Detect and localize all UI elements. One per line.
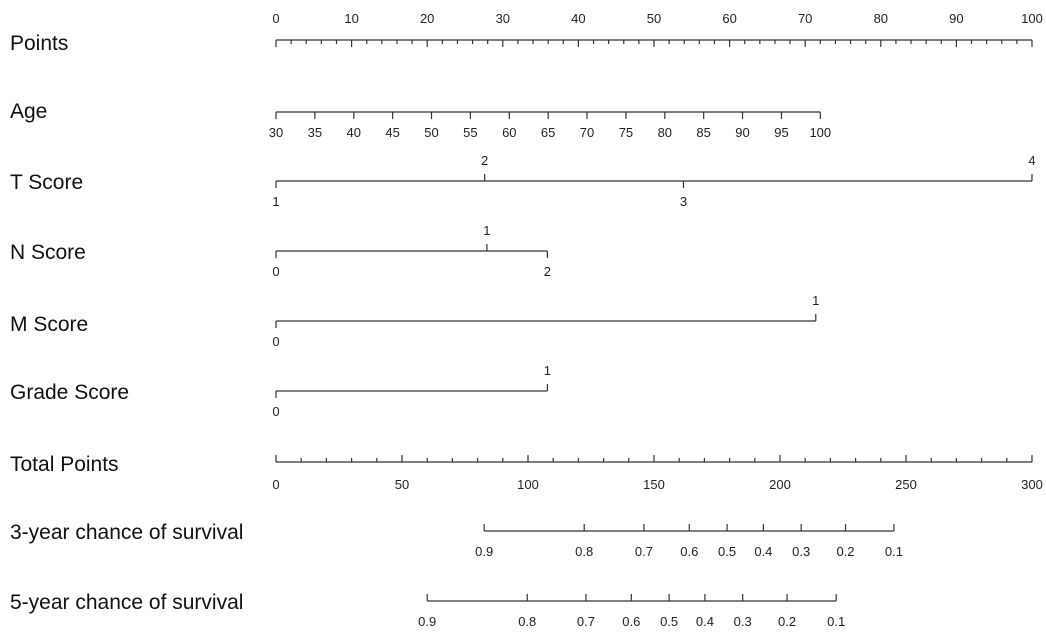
three-year-survival-tick-label-0-8: 0.8 — [575, 544, 593, 559]
age-tick-label-45: 45 — [385, 125, 399, 140]
points-tick-label-90: 90 — [949, 11, 963, 26]
three-year-survival-tick-label-0-1: 0.1 — [885, 544, 903, 559]
n-score-row-label: N Score — [10, 241, 86, 264]
m-score-tick-label-0: 0 — [272, 334, 279, 349]
points-tick-label-100: 100 — [1021, 11, 1043, 26]
total-points-tick-label-200: 200 — [769, 477, 791, 492]
five-year-survival-tick-label-0-7: 0.7 — [577, 614, 595, 629]
points-tick-label-40: 40 — [571, 11, 585, 26]
age-tick-label-60: 60 — [502, 125, 516, 140]
three-year-survival-tick-label-0-9: 0.9 — [475, 544, 493, 559]
five-year-survival-tick-label-0-8: 0.8 — [518, 614, 536, 629]
age-tick-label-35: 35 — [308, 125, 322, 140]
n-score-tick-label-0: 0 — [272, 264, 279, 279]
age-tick-label-30: 30 — [269, 125, 283, 140]
three-year-survival-tick-label-0-4: 0.4 — [754, 544, 772, 559]
three-year-survival-tick-label-0-3: 0.3 — [792, 544, 810, 559]
points-tick-label-60: 60 — [722, 11, 736, 26]
age-tick-label-55: 55 — [463, 125, 477, 140]
five-year-survival-tick-label-0-3: 0.3 — [734, 614, 752, 629]
five-year-survival-tick-label-0-9: 0.9 — [418, 614, 436, 629]
three-year-survival-tick-label-0-7: 0.7 — [635, 544, 653, 559]
points-tick-label-50: 50 — [647, 11, 661, 26]
age-tick-label-90: 90 — [735, 125, 749, 140]
age-tick-label-40: 40 — [347, 125, 361, 140]
m-score-row-label: M Score — [10, 313, 88, 336]
age-tick-label-95: 95 — [774, 125, 788, 140]
five-year-survival-tick-label-0-5: 0.5 — [660, 614, 678, 629]
five-year-survival-tick-label-0-1: 0.1 — [827, 614, 845, 629]
age-row-label: Age — [10, 100, 47, 123]
t-score-tick-label-2: 2 — [481, 153, 488, 168]
points-tick-label-30: 30 — [496, 11, 510, 26]
five-year-survival-tick-label-0-2: 0.2 — [778, 614, 796, 629]
age-tick-label-50: 50 — [424, 125, 438, 140]
points-tick-label-10: 10 — [344, 11, 358, 26]
m-score-tick-label-1: 1 — [812, 293, 819, 308]
age-tick-label-80: 80 — [658, 125, 672, 140]
points-tick-label-20: 20 — [420, 11, 434, 26]
total-points-tick-label-250: 250 — [895, 477, 917, 492]
total-points-tick-label-50: 50 — [395, 477, 409, 492]
total-points-tick-label-300: 300 — [1021, 477, 1043, 492]
total-points-row-label: Total Points — [10, 453, 119, 476]
three-year-survival-row-label: 3-year chance of survival — [10, 521, 243, 544]
age-tick-label-85: 85 — [696, 125, 710, 140]
t-score-tick-label-1: 1 — [272, 194, 279, 209]
points-tick-label-70: 70 — [798, 11, 812, 26]
grade-score-tick-label-0: 0 — [272, 404, 279, 419]
age-tick-label-75: 75 — [619, 125, 633, 140]
five-year-survival-row-label: 5-year chance of survival — [10, 591, 243, 614]
points-tick-label-0: 0 — [272, 11, 279, 26]
grade-score-tick-label-1: 1 — [544, 363, 551, 378]
n-score-tick-label-1: 1 — [483, 223, 490, 238]
total-points-tick-label-0: 0 — [272, 477, 279, 492]
points-row-label: Points — [10, 32, 68, 55]
t-score-tick-label-3: 3 — [680, 194, 687, 209]
points-tick-label-80: 80 — [874, 11, 888, 26]
three-year-survival-tick-label-0-6: 0.6 — [680, 544, 698, 559]
three-year-survival-tick-label-0-2: 0.2 — [836, 544, 854, 559]
five-year-survival-tick-label-0-4: 0.4 — [696, 614, 714, 629]
grade-score-row-label: Grade Score — [10, 381, 129, 404]
age-tick-label-70: 70 — [580, 125, 594, 140]
t-score-row-label: T Score — [10, 171, 83, 194]
t-score-tick-label-4: 4 — [1028, 153, 1035, 168]
total-points-tick-label-150: 150 — [643, 477, 665, 492]
age-tick-label-65: 65 — [541, 125, 555, 140]
n-score-tick-label-2: 2 — [544, 264, 551, 279]
total-points-tick-label-100: 100 — [517, 477, 539, 492]
age-tick-label-100: 100 — [809, 125, 831, 140]
five-year-survival-tick-label-0-6: 0.6 — [622, 614, 640, 629]
three-year-survival-tick-label-0-5: 0.5 — [718, 544, 736, 559]
